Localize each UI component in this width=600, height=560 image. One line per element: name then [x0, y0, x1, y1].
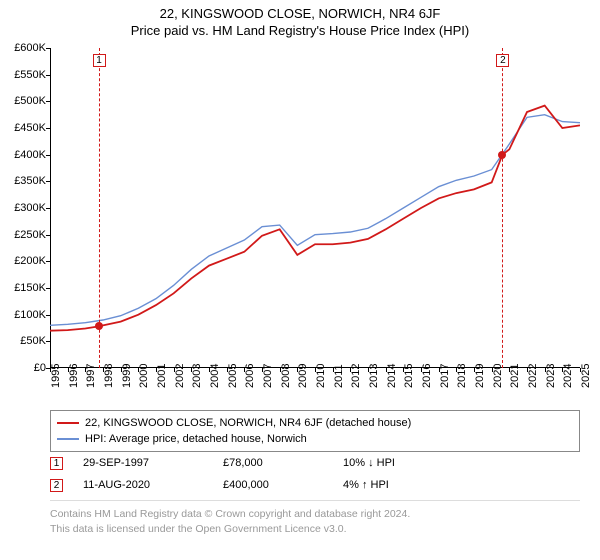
- sale-marker-badge: 1: [93, 54, 106, 67]
- x-axis-label: 2017: [439, 364, 451, 388]
- sales-delta: 4% ↑ HPI: [343, 479, 389, 491]
- legend-item: HPI: Average price, detached house, Norw…: [57, 431, 573, 447]
- sales-date: 11-AUG-2020: [83, 479, 203, 491]
- x-axis-label: 2021: [509, 364, 521, 388]
- y-axis-label: £250K: [2, 229, 46, 241]
- sales-marker-badge: 1: [50, 457, 63, 470]
- x-axis-label: 2024: [562, 364, 574, 388]
- x-axis-label: 2015: [403, 364, 415, 388]
- footer-line2: This data is licensed under the Open Gov…: [50, 522, 580, 537]
- y-tick: [46, 155, 50, 156]
- y-axis-label: £150K: [2, 282, 46, 294]
- x-axis-label: 2025: [580, 364, 592, 388]
- y-tick: [46, 128, 50, 129]
- legend-item: 22, KINGSWOOD CLOSE, NORWICH, NR4 6JF (d…: [57, 415, 573, 431]
- sale-marker-badge: 2: [496, 54, 509, 67]
- y-axis-label: £100K: [2, 309, 46, 321]
- x-axis-label: 1996: [68, 364, 80, 388]
- x-axis-label: 2010: [315, 364, 327, 388]
- x-axis-label: 1995: [50, 364, 62, 388]
- legend-label: 22, KINGSWOOD CLOSE, NORWICH, NR4 6JF (d…: [85, 417, 411, 429]
- price-chart: £0£50K£100K£150K£200K£250K£300K£350K£400…: [50, 48, 580, 368]
- sales-price: £78,000: [223, 457, 323, 469]
- sale-marker-dot: [95, 322, 103, 330]
- sales-price: £400,000: [223, 479, 323, 491]
- legend-label: HPI: Average price, detached house, Norw…: [85, 433, 307, 445]
- x-axis-label: 2009: [297, 364, 309, 388]
- x-axis-label: 2004: [209, 364, 221, 388]
- x-axis-label: 2007: [262, 364, 274, 388]
- sales-marker-badge: 2: [50, 479, 63, 492]
- x-axis-label: 2002: [174, 364, 186, 388]
- x-axis-label: 2006: [244, 364, 256, 388]
- x-axis-label: 2016: [421, 364, 433, 388]
- x-axis-label: 2019: [474, 364, 486, 388]
- y-axis-label: £550K: [2, 69, 46, 81]
- sales-row: 2 11-AUG-2020 £400,000 4% ↑ HPI: [50, 474, 580, 496]
- y-tick: [46, 181, 50, 182]
- plot-svg: [50, 48, 580, 368]
- y-tick: [46, 75, 50, 76]
- y-tick: [46, 101, 50, 102]
- footer: Contains HM Land Registry data © Crown c…: [50, 500, 580, 536]
- sales-table: 1 29-SEP-1997 £78,000 10% ↓ HPI 2 11-AUG-2020…: [50, 452, 580, 496]
- page-subtitle: Price paid vs. HM Land Registry's House …: [0, 21, 600, 38]
- legend: 22, KINGSWOOD CLOSE, NORWICH, NR4 6JF (d…: [50, 410, 580, 452]
- x-axis-label: 1998: [103, 364, 115, 388]
- y-axis-label: £600K: [2, 42, 46, 54]
- x-axis-label: 2005: [227, 364, 239, 388]
- x-axis-label: 2022: [527, 364, 539, 388]
- page-title: 22, KINGSWOOD CLOSE, NORWICH, NR4 6JF: [0, 0, 600, 21]
- x-axis-label: 2011: [333, 364, 345, 388]
- y-axis-label: £300K: [2, 202, 46, 214]
- x-axis-label: 2018: [456, 364, 468, 388]
- sales-date: 29-SEP-1997: [83, 457, 203, 469]
- legend-swatch: [57, 422, 79, 424]
- x-axis-label: 2003: [191, 364, 203, 388]
- y-axis-label: £350K: [2, 175, 46, 187]
- series-subject: [50, 106, 580, 331]
- x-axis-label: 2014: [386, 364, 398, 388]
- x-axis-label: 2012: [350, 364, 362, 388]
- x-axis-label: 2008: [280, 364, 292, 388]
- y-tick: [46, 235, 50, 236]
- sale-marker-line: [502, 48, 503, 368]
- footer-line1: Contains HM Land Registry data © Crown c…: [50, 507, 580, 522]
- sale-marker-dot: [498, 151, 506, 159]
- y-axis-label: £0: [2, 362, 46, 374]
- x-axis-label: 2000: [138, 364, 150, 388]
- y-axis-label: £500K: [2, 95, 46, 107]
- x-axis-label: 2001: [156, 364, 168, 388]
- series-hpi: [50, 115, 580, 326]
- y-tick: [46, 288, 50, 289]
- x-axis-label: 2023: [545, 364, 557, 388]
- y-tick: [46, 341, 50, 342]
- x-axis-label: 1999: [121, 364, 133, 388]
- x-axis-label: 2013: [368, 364, 380, 388]
- y-axis-label: £400K: [2, 149, 46, 161]
- y-axis-label: £450K: [2, 122, 46, 134]
- y-tick: [46, 208, 50, 209]
- y-tick: [46, 261, 50, 262]
- y-axis-label: £200K: [2, 255, 46, 267]
- sales-row: 1 29-SEP-1997 £78,000 10% ↓ HPI: [50, 452, 580, 474]
- y-tick: [46, 48, 50, 49]
- y-axis-label: £50K: [2, 335, 46, 347]
- sale-marker-line: [99, 48, 100, 368]
- legend-swatch: [57, 438, 79, 440]
- x-axis-label: 1997: [85, 364, 97, 388]
- y-tick: [46, 315, 50, 316]
- sales-delta: 10% ↓ HPI: [343, 457, 395, 469]
